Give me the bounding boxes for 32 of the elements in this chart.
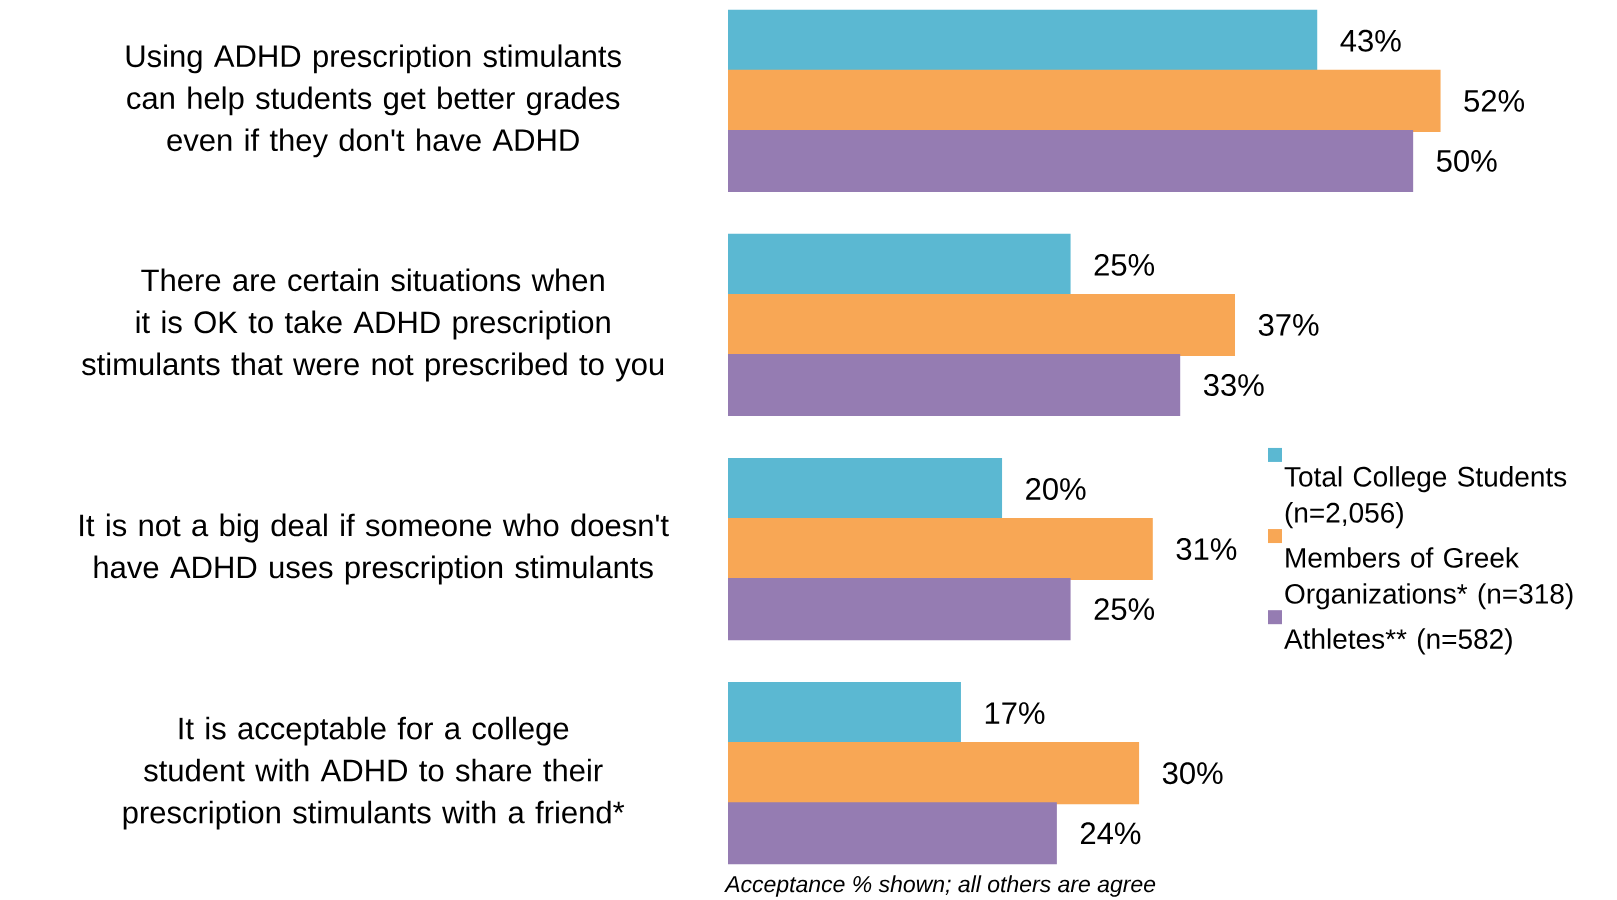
data-label: 33% [1203, 374, 1264, 396]
y-tick-label: It is not a big deal if someone who doesn't have ADHD uses prescription stimulants [80, 513, 669, 585]
bar [728, 69, 1441, 132]
bar [728, 457, 1003, 521]
bar [728, 578, 1071, 641]
data-label: 17% [985, 702, 1045, 724]
legend-label: Total College Students (n=2,056) [1284, 466, 1567, 529]
legend-label: Members of Greek Organizations* (n=318) [1285, 547, 1573, 610]
bar [728, 354, 1181, 417]
data-label: 30% [1162, 762, 1223, 785]
data-label: 37% [1258, 313, 1319, 336]
bar [728, 9, 1318, 72]
data-label: 50% [1436, 149, 1497, 172]
data-label: 20% [1026, 478, 1086, 500]
y-tick-label: There are certain situations when it is OK to take ADHD prescription stimulants that were not prescribed to you [82, 268, 664, 382]
legend-label: Athletes** (n=582) [1284, 628, 1512, 655]
data-label: 43% [1340, 29, 1401, 52]
data-label: 24% [1080, 822, 1141, 845]
bar [728, 129, 1414, 192]
data-label: 52% [1464, 89, 1525, 112]
bar [728, 233, 1071, 296]
y-tick-label: Using ADHD prescription stimulants can help students get better grades even if they don't have ADHD [126, 44, 621, 158]
data-label: 25% [1094, 598, 1155, 621]
bar [728, 518, 1153, 581]
data-label: 25% [1094, 253, 1155, 276]
data-label: 31% [1176, 538, 1237, 561]
annotation: Acceptance % shown; all others are agree [724, 875, 1156, 897]
y-tick-label: It is acceptable for a college student with ADHD to share their prescription stimulants with a friend* [123, 716, 625, 830]
bar [728, 682, 961, 745]
bar [728, 802, 1057, 865]
bar [728, 742, 1140, 805]
bar [728, 293, 1236, 356]
